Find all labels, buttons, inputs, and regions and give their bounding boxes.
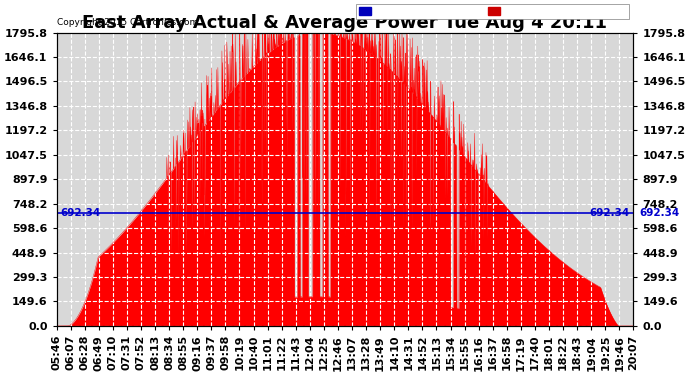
Text: 692.34: 692.34: [61, 208, 101, 218]
Title: East Array Actual & Average Power Tue Aug 4 20:11: East Array Actual & Average Power Tue Au…: [83, 14, 607, 32]
Legend: Average  (DC Watts), East Array  (DC Watts): Average (DC Watts), East Array (DC Watts…: [356, 4, 629, 20]
Text: 692.34: 692.34: [639, 208, 679, 218]
Text: 692.34: 692.34: [589, 208, 629, 218]
Text: Copyright 2015 Cartronics.com: Copyright 2015 Cartronics.com: [57, 18, 198, 27]
